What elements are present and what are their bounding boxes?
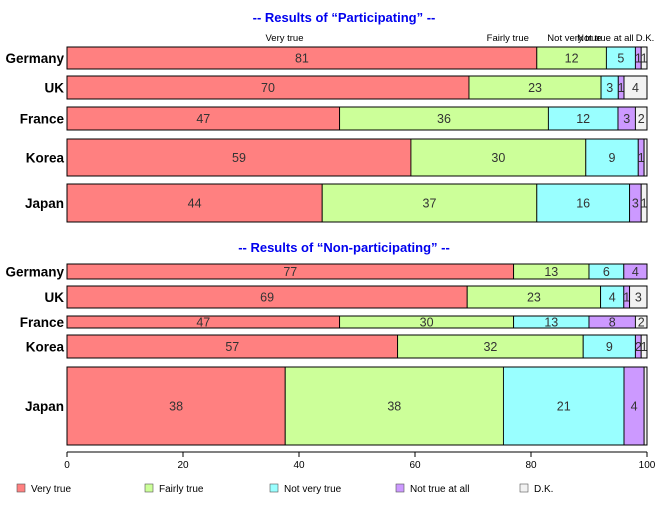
data-label: 12 <box>565 52 579 66</box>
country-label: UK <box>45 81 65 96</box>
data-label: 1 <box>641 52 648 66</box>
data-label: 3 <box>632 197 639 211</box>
data-label: 21 <box>557 400 571 414</box>
data-label: 38 <box>169 400 183 414</box>
x-tick-label: 40 <box>293 460 305 471</box>
bar-segment <box>502 366 625 446</box>
country-label: France <box>20 315 65 330</box>
data-label: 5 <box>617 52 624 66</box>
data-label: 37 <box>423 197 437 211</box>
legend-swatch <box>16 483 26 493</box>
data-label: 6 <box>603 265 610 279</box>
data-label: 1 <box>623 291 630 305</box>
legend-swatch <box>144 483 154 493</box>
x-tick-label: 60 <box>409 460 421 471</box>
data-label: 30 <box>420 316 434 330</box>
data-label: 1 <box>638 151 645 165</box>
data-label: 9 <box>606 340 613 354</box>
data-label: 8 <box>609 316 616 330</box>
legend-label: Very true <box>31 484 71 495</box>
country-label: Germany <box>5 265 64 280</box>
data-label: 4 <box>631 400 638 414</box>
data-label: 2 <box>638 316 645 330</box>
bar-frame <box>66 183 648 223</box>
column-header: Fairly true <box>487 33 529 44</box>
country-label: France <box>20 112 65 127</box>
legend-swatch <box>269 483 279 493</box>
data-label: 81 <box>295 52 309 66</box>
bar-frame <box>66 106 648 131</box>
data-label: 59 <box>232 151 246 165</box>
column-header: D.K. <box>636 33 654 44</box>
country-label: Japan <box>25 196 64 211</box>
bar-frame <box>66 334 648 359</box>
x-tick-label: 0 <box>64 460 70 471</box>
data-label: 57 <box>225 340 239 354</box>
legend-swatch <box>519 483 529 493</box>
data-label: 77 <box>283 265 297 279</box>
data-label: 13 <box>544 316 558 330</box>
bar-frame <box>66 285 648 309</box>
data-label: 70 <box>261 81 275 95</box>
x-tick-label: 80 <box>525 460 537 471</box>
bar-segment <box>410 138 587 177</box>
data-label: 9 <box>609 151 616 165</box>
data-label: 44 <box>188 197 202 211</box>
data-label: 32 <box>483 340 497 354</box>
bar-segment <box>66 183 323 223</box>
data-label: 4 <box>609 291 616 305</box>
country-label: Germany <box>5 51 64 66</box>
data-label: 36 <box>437 112 451 126</box>
bar-segment <box>536 183 631 223</box>
legend-label: D.K. <box>534 484 553 495</box>
bar-frame <box>66 138 648 177</box>
data-label: 3 <box>623 112 630 126</box>
legend-swatch <box>395 483 405 493</box>
bar-segment <box>66 138 412 177</box>
data-label: 30 <box>491 151 505 165</box>
bar-frame <box>66 263 648 280</box>
bar-frame <box>66 75 648 100</box>
column-header: Not very true <box>547 33 601 44</box>
data-label: 38 <box>387 400 401 414</box>
data-label: 13 <box>544 265 558 279</box>
data-label: 47 <box>196 112 210 126</box>
country-label: Japan <box>25 399 64 414</box>
data-label: 1 <box>635 52 642 66</box>
bar-frame <box>66 366 648 446</box>
data-label: 47 <box>196 316 210 330</box>
data-label: 69 <box>260 291 274 305</box>
data-label: 1 <box>618 81 625 95</box>
x-tick-label: 100 <box>639 460 656 471</box>
country-label: Korea <box>26 151 65 166</box>
data-label: 3 <box>635 291 642 305</box>
legend-label: Fairly true <box>159 484 204 495</box>
data-label: 1 <box>641 197 648 211</box>
legend-label: Not very true <box>284 484 342 495</box>
bar-frame <box>66 46 648 70</box>
data-label: 4 <box>632 81 639 95</box>
legend-label: Not true at all <box>410 484 469 495</box>
data-label: 2 <box>635 340 642 354</box>
data-label: 2 <box>638 112 645 126</box>
data-label: 4 <box>632 265 639 279</box>
data-label: 23 <box>528 81 542 95</box>
column-header: Very true <box>265 33 303 44</box>
country-label: UK <box>45 290 65 305</box>
panel-title: -- Results of “Non-participating” -- <box>238 240 450 255</box>
panel-title: -- Results of “Participating” -- <box>253 10 436 25</box>
x-tick-label: 20 <box>177 460 189 471</box>
data-label: 1 <box>641 340 648 354</box>
column-header: Not true at all <box>577 33 634 44</box>
country-label: Korea <box>26 340 65 355</box>
data-label: 3 <box>606 81 613 95</box>
bar-frame <box>66 315 648 329</box>
data-label: 23 <box>527 291 541 305</box>
data-label: 16 <box>576 197 590 211</box>
data-label: 12 <box>576 112 590 126</box>
